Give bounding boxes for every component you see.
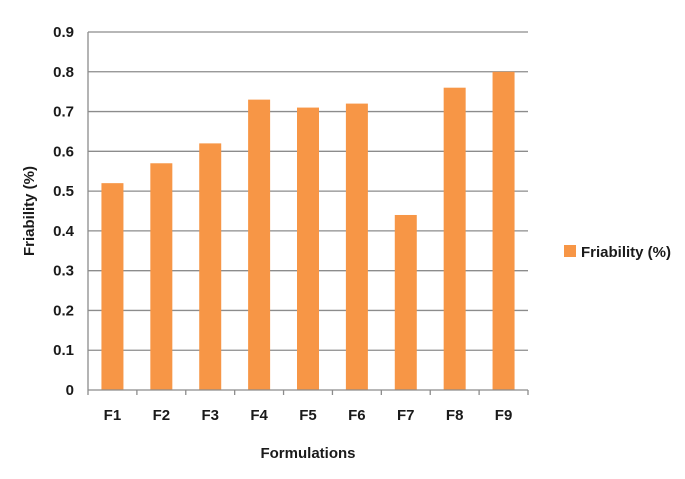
bar — [150, 163, 173, 390]
y-tick-label: 0.9 — [53, 24, 74, 41]
y-tick-label: 0.1 — [53, 342, 74, 359]
bar — [101, 183, 124, 390]
bar — [492, 71, 515, 391]
bars — [101, 71, 515, 391]
x-tick-label: F9 — [495, 407, 513, 424]
x-tick-label: F6 — [348, 407, 366, 424]
x-tick-label: F7 — [397, 407, 415, 424]
x-tick-label: F2 — [153, 407, 171, 424]
x-tick-label: F1 — [104, 407, 122, 424]
y-tick-label: 0.3 — [53, 263, 74, 280]
y-tick-label: 0.2 — [53, 302, 74, 319]
bar — [443, 87, 466, 390]
x-tick-label: F5 — [299, 407, 317, 424]
x-tick-label: F4 — [250, 407, 268, 424]
y-tick-label: 0 — [66, 382, 74, 399]
bar — [248, 99, 271, 390]
x-tick-labels: F1 F2 F3 F4 F5 F6 F7 F8 F9 — [104, 407, 513, 424]
legend-label: Friability (%) — [581, 244, 671, 261]
bar — [394, 214, 417, 390]
legend-swatch — [564, 245, 576, 257]
x-axis-title: Formulations — [260, 445, 355, 462]
y-axis-title: Friability (%) — [21, 166, 38, 256]
bar — [199, 143, 222, 390]
y-tick-label: 0.4 — [53, 223, 75, 240]
y-tick-label: 0.8 — [53, 64, 74, 81]
y-tick-labels: 0 0.1 0.2 0.3 0.4 0.5 0.6 0.7 0.8 0.9 — [53, 24, 75, 399]
legend: Friability (%) — [564, 244, 671, 261]
x-tick-label: F8 — [446, 407, 464, 424]
x-tick-label: F3 — [201, 407, 219, 424]
axes — [87, 32, 529, 395]
y-tick-label: 0.6 — [53, 143, 74, 160]
y-tick-label: 0.7 — [53, 104, 74, 121]
bar — [297, 107, 319, 391]
y-tick-label: 0.5 — [53, 183, 74, 200]
bar — [345, 103, 368, 390]
